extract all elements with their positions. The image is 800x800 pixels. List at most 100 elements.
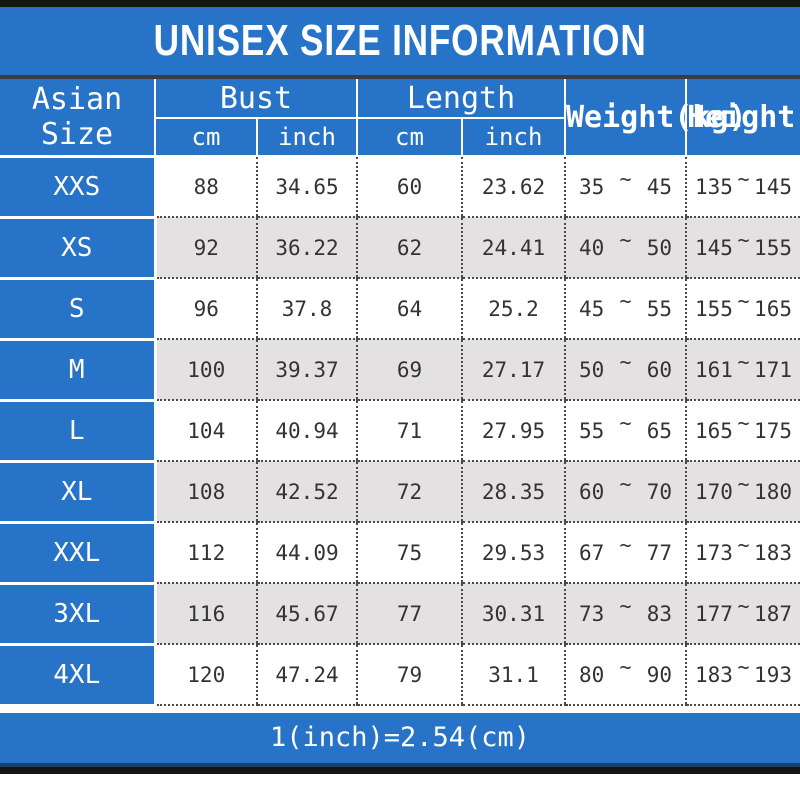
tilde-symbol: ~ [619, 593, 632, 618]
weight-min: 73 [579, 601, 605, 626]
height-range-cell: 183 ~193 [685, 643, 800, 706]
height-max: 187 [754, 601, 792, 626]
length-inch-value: 25.2 [461, 277, 565, 340]
height-range-cell: 145 ~155 [685, 216, 800, 279]
length-cm-value: 79 [356, 643, 462, 706]
bust-cm-value: 116 [155, 582, 257, 645]
bottom-border-bar [0, 766, 800, 774]
length-cm-value: 62 [356, 216, 462, 279]
weight-range-cell: 50 ~60 [564, 338, 686, 401]
tilde-symbol: ~ [619, 654, 632, 679]
weight-range-cell: 80 ~90 [564, 643, 686, 706]
header-group-row: Asian Size Bust Length Weight(kg) Height… [0, 79, 800, 157]
tilde-symbol: ~ [619, 349, 632, 374]
column-header-asian-size: Asian Size [0, 79, 156, 157]
bust-cm-value: 88 [155, 155, 257, 218]
weight-range-cell: 73 ~83 [564, 582, 686, 645]
height-range-cell: 173 ~183 [685, 521, 800, 584]
weight-max: 83 [646, 601, 672, 626]
size-row-4xl: 4XL 120 47.24 79 31.1 80 ~90 183 ~193 [0, 642, 800, 707]
table-header: Asian Size Bust Length Weight(kg) Height… [0, 79, 800, 157]
length-inch-value: 23.62 [461, 155, 565, 218]
length-inch-value: 24.41 [461, 216, 565, 279]
size-label: 4XL [0, 642, 157, 707]
tilde-symbol: ~ [619, 410, 632, 435]
bust-cm-value: 100 [155, 338, 257, 401]
column-header-length: Length [356, 79, 566, 119]
height-min: 145 [695, 235, 733, 260]
size-label: 3XL [0, 581, 157, 646]
weight-min: 60 [579, 479, 605, 504]
bust-inch-value: 47.24 [256, 643, 357, 706]
title-bar: UNISEX SIZE INFORMATION [0, 7, 800, 75]
tilde-symbol: ~ [737, 288, 750, 313]
bust-inch-value: 34.65 [256, 155, 357, 218]
bust-inch-value: 40.94 [256, 399, 357, 462]
tilde-symbol: ~ [737, 593, 750, 618]
weight-max: 50 [646, 235, 672, 260]
bust-cm-value: 104 [155, 399, 257, 462]
tilde-symbol: ~ [619, 471, 632, 496]
weight-max: 70 [646, 479, 672, 504]
length-inch-value: 31.1 [461, 643, 565, 706]
height-min: 161 [695, 357, 733, 382]
tilde-symbol: ~ [737, 654, 750, 679]
size-table: Asian Size Bust Length Weight(kg) Height… [0, 79, 800, 707]
length-inch-value: 27.95 [461, 399, 565, 462]
length-cm-value: 77 [356, 582, 462, 645]
weight-max: 77 [646, 540, 672, 565]
height-min: 173 [695, 540, 733, 565]
length-cm-value: 75 [356, 521, 462, 584]
length-cm-value: 71 [356, 399, 462, 462]
bust-cm-value: 112 [155, 521, 257, 584]
size-label: XL [0, 459, 157, 524]
weight-max: 45 [646, 174, 672, 199]
weight-range-cell: 40 ~50 [564, 216, 686, 279]
bust-inch-value: 44.09 [256, 521, 357, 584]
weight-min: 45 [579, 296, 605, 321]
tilde-symbol: ~ [737, 227, 750, 252]
size-row-s: S 96 37.8 64 25.2 45 ~55 155 ~165 [0, 276, 800, 341]
tilde-symbol: ~ [737, 410, 750, 435]
tilde-symbol: ~ [619, 227, 632, 252]
weight-range-cell: 45 ~55 [564, 277, 686, 340]
height-max: 171 [754, 357, 792, 382]
footer-bar: 1(inch)=2.54(cm) [0, 712, 800, 763]
conversion-note: 1(inch)=2.54(cm) [269, 722, 531, 753]
height-min: 183 [695, 662, 733, 687]
footer-dark-edge [0, 762, 800, 767]
height-min: 170 [695, 479, 733, 504]
height-max: 183 [754, 540, 792, 565]
tilde-symbol: ~ [619, 166, 632, 191]
size-row-m: M 100 39.37 69 27.17 50 ~60 161 ~171 [0, 337, 800, 402]
height-range-cell: 135 ~145 [685, 155, 800, 218]
length-cm-value: 72 [356, 460, 462, 523]
subheader-bust-inch: inch [256, 117, 358, 157]
length-cm-value: 60 [356, 155, 462, 218]
weight-min: 50 [579, 357, 605, 382]
height-min: 165 [695, 418, 733, 443]
bust-cm-value: 96 [155, 277, 257, 340]
height-max: 165 [754, 296, 792, 321]
subheader-length-inch: inch [461, 117, 565, 157]
height-range-cell: 170 ~180 [685, 460, 800, 523]
column-header-height: Height(cm) [685, 79, 800, 157]
size-label: XXS [0, 154, 157, 219]
column-header-bust: Bust [154, 79, 358, 119]
height-min: 177 [695, 601, 733, 626]
height-range-cell: 165 ~175 [685, 399, 800, 462]
size-label: XXL [0, 520, 157, 585]
weight-range-cell: 67 ~77 [564, 521, 686, 584]
weight-range-cell: 60 ~70 [564, 460, 686, 523]
tilde-symbol: ~ [737, 166, 750, 191]
size-row-xxs: XXS 88 34.65 60 23.62 35 ~45 135 ~145 [0, 154, 800, 219]
subheader-bust-cm: cm [155, 117, 258, 157]
height-range-cell: 155 ~165 [685, 277, 800, 340]
height-max: 155 [754, 235, 792, 260]
weight-min: 80 [579, 662, 605, 687]
weight-min: 67 [579, 540, 605, 565]
height-min: 135 [695, 174, 733, 199]
size-row-xxl: XXL 112 44.09 75 29.53 67 ~77 173 ~183 [0, 520, 800, 585]
bust-cm-value: 92 [155, 216, 257, 279]
